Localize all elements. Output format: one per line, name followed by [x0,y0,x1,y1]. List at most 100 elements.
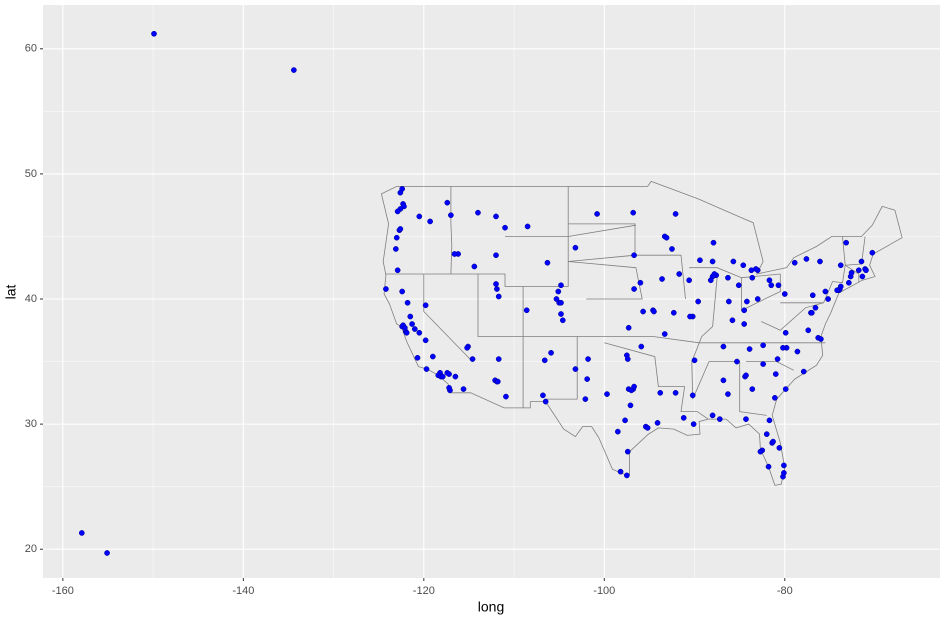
point [869,249,876,256]
point [740,262,747,269]
point [754,296,761,302]
point [757,448,764,455]
x-tick-label: -140 [232,585,254,597]
point [553,296,560,302]
point [855,267,862,274]
point [680,415,687,421]
point [622,417,628,424]
point [776,445,783,451]
point [403,329,410,336]
point [741,321,748,327]
point [558,311,564,317]
point [558,282,564,289]
point [503,393,509,400]
point [837,262,844,269]
point [781,462,787,469]
point [697,257,703,264]
x-axis-title: long [478,599,504,615]
point [859,273,866,280]
point [439,373,446,380]
point [584,376,591,382]
point [730,258,737,265]
point [558,299,564,306]
point [494,286,500,292]
y-tick-label: 20 [25,543,37,555]
point [657,389,664,396]
point [585,356,591,362]
point [780,344,786,351]
point [825,296,831,302]
point [604,391,610,397]
point [572,366,579,372]
point [805,327,812,334]
point [394,267,401,274]
point [397,189,404,196]
point [104,550,110,556]
point [411,326,418,332]
point [749,274,756,281]
point [729,317,736,324]
point [617,468,624,475]
point [637,279,644,286]
point [638,343,645,350]
point [822,288,829,295]
point [663,234,670,241]
points [78,30,876,556]
point [672,389,679,396]
point [809,292,816,299]
point [691,357,698,364]
point [471,263,478,270]
point [291,67,297,73]
y-tick-label: 60 [25,43,37,55]
plot-panel [43,5,940,578]
point [383,286,389,292]
point [743,372,749,379]
point [720,343,727,350]
point [760,361,766,367]
point [494,378,501,385]
y-tick-label: 30 [25,418,37,430]
point [782,386,789,392]
point [709,412,716,419]
point [710,239,717,246]
point [493,252,499,259]
point [654,420,661,426]
point [744,298,750,305]
point [670,309,677,316]
point [452,373,459,380]
y-axis-title: lat [3,285,19,300]
point [843,239,849,246]
point [766,277,773,284]
point [837,283,844,290]
point [630,209,637,216]
point [748,267,755,274]
point [848,269,855,276]
x-tick-label: -80 [777,585,793,597]
point [392,246,399,252]
point [768,282,775,289]
point [651,308,657,315]
point [782,329,789,336]
point [772,394,778,401]
point [720,377,727,384]
point [631,252,637,259]
point [451,251,458,257]
point [781,470,787,476]
point [594,211,600,217]
point [524,223,531,230]
x-tick-label: -120 [413,585,435,597]
point [448,212,454,219]
point [676,271,683,277]
point [661,331,668,337]
point [640,308,646,315]
point [794,348,801,355]
point [559,317,566,324]
point [624,356,631,362]
point [775,282,782,289]
point [624,472,630,479]
point [672,211,679,217]
point [542,398,549,405]
point [765,463,772,470]
point [809,309,815,316]
